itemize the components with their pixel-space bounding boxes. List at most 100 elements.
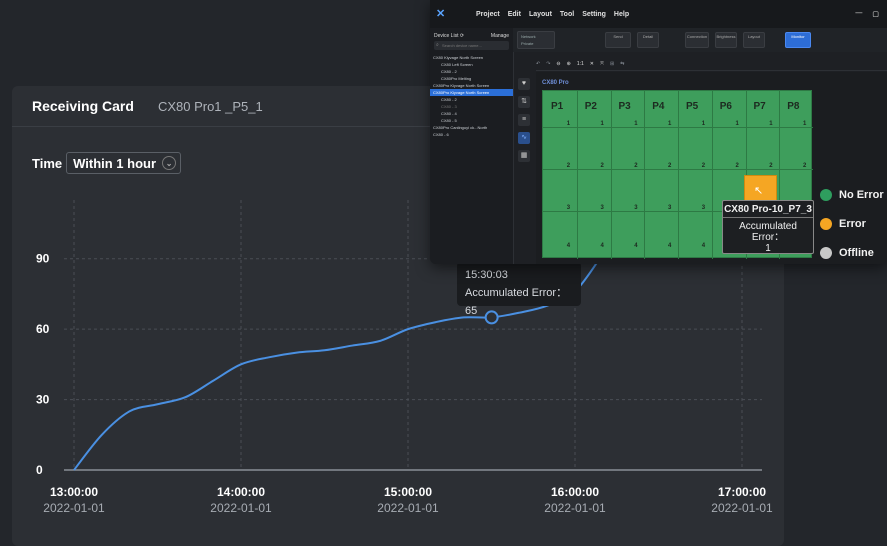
zoom-toolbar: ↶ ↷ ⊖ ⊕ 1:1 ✕ ⤧ ⊞ ⇆ (536, 58, 887, 71)
error-line-chart: 0 30 60 90 13:00:00 2022-01-01 14:00:00 2022-01… (36, 200, 773, 515)
grid-icon[interactable]: ▦ (518, 150, 530, 162)
cabinet-number: 2 (735, 163, 739, 169)
screen-canvas: CX80 Pro ↖ P1 P2 P3 P4 P5 P6 P7 P8 1 1 1 1 1 1 1 1 2 2 2 2 2… (536, 72, 887, 264)
error-cabinet-cell[interactable] (744, 175, 777, 201)
maximize-button[interactable]: ▢ (872, 11, 879, 18)
port-label: P7 (753, 101, 766, 112)
device-tree-item[interactable]: CX80 - 2 (441, 69, 457, 74)
device-tree-item[interactable]: CX80 - 2 (441, 97, 457, 102)
chart-tooltip: 15:30:03 Accumulated Error：65 (457, 262, 581, 317)
network-radio-group[interactable]: Network Private (517, 31, 555, 49)
device-tree: CX80 Kiyvage North Screen CX80 Left Scree… (430, 54, 513, 138)
brightness-button[interactable]: Brightness (715, 32, 737, 48)
legend-no-error: No Error (820, 180, 884, 209)
highlight-point (484, 310, 499, 325)
menu-edit[interactable]: Edit (507, 10, 521, 18)
cursor-icon: ↖ (754, 185, 764, 197)
cabinet-number: 1 (668, 121, 672, 127)
heart-icon[interactable]: ♥ (518, 78, 530, 90)
panel-header: Receiving Card CX80 Pro1 _P5_1 (12, 86, 784, 127)
cabinet-number: 4 (668, 243, 672, 249)
y-tick-label: 90 (36, 252, 50, 266)
cabinet-number: 2 (566, 163, 571, 169)
device-tree-item[interactable]: CX80 Left Screen (441, 62, 473, 67)
zoom-out-icon[interactable]: ⊖ (556, 61, 561, 67)
zoom-value[interactable]: 1:1 (576, 61, 584, 67)
detail-button[interactable]: Detail (637, 32, 659, 48)
cabinet-number: 1 (634, 121, 638, 127)
redo-icon[interactable]: ↷ (546, 61, 551, 67)
device-tree-item[interactable]: CX80 - 3 (441, 104, 457, 109)
device-tree-item[interactable]: CX80 - 6 (433, 132, 449, 137)
grid-divider (711, 91, 713, 259)
send-button[interactable]: Send (605, 32, 631, 48)
canvas-title: CX80 Pro (542, 80, 569, 86)
time-filter: Time Within 1 hour ⌄ (32, 152, 182, 174)
no-error-dot (820, 188, 832, 201)
device-search-input[interactable]: Search device name... (434, 41, 509, 50)
distribute-icon[interactable]: ⇆ (620, 61, 625, 67)
offline-dot (820, 246, 832, 259)
device-list-header: Device List ⟳ Manage (430, 28, 513, 41)
cabinet-number: 1 (803, 121, 807, 127)
undo-icon[interactable]: ↶ (536, 61, 541, 67)
main-toolbar: Network Private Send Detail Connection B… (513, 28, 887, 52)
chart-tooltip-time: 15:30:03 (465, 269, 508, 281)
chart-tooltip-value: Accumulated Error：65 (465, 287, 568, 317)
grid-divider (644, 91, 646, 259)
device-tree-item[interactable]: CX80Pro Kiyvage North Screen (433, 83, 490, 88)
chart-icon[interactable]: ∿ (518, 132, 530, 144)
device-tree-item[interactable]: CX80Pro Kiyvage North Screen (430, 89, 513, 96)
panel-title: Receiving Card (32, 98, 134, 114)
cabinet-number: 3 (668, 205, 672, 211)
refresh-icon: ⟳ (459, 33, 465, 39)
port-label: P2 (584, 101, 597, 112)
menu-setting[interactable]: Setting (582, 10, 606, 18)
status-legend: No Error Error Offline (820, 180, 884, 267)
y-tick-label: 0 (36, 463, 43, 477)
device-tree-item[interactable]: CX80Pro Melting (441, 76, 472, 81)
cabinet-number: 4 (701, 243, 706, 249)
error-tooltip-body: Accumulated Error： 1 (739, 221, 797, 254)
grid-divider (610, 91, 612, 259)
error-tooltip-title: CX80 Pro-10_P7_3 (723, 201, 813, 218)
app-logo-icon: ✕ (436, 8, 446, 20)
zoom-in-icon[interactable]: ⊕ (566, 61, 571, 67)
device-tree-item[interactable]: CX80 - 5 (441, 118, 457, 123)
expand-icon[interactable]: ⤧ (599, 61, 604, 67)
error-dot (820, 217, 832, 230)
x-tick-date: 2022-01-01 (210, 501, 272, 515)
cabinet-number: 3 (701, 205, 706, 211)
fit-icon[interactable]: ✕ (589, 61, 594, 67)
port-label: P8 (787, 101, 800, 112)
menu-project[interactable]: Project (476, 10, 500, 18)
minimize-button[interactable]: — (855, 10, 863, 17)
x-tick-time: 17:00:00 (718, 485, 766, 499)
menu-layout[interactable]: Layout (528, 10, 552, 18)
manage-button[interactable]: Manage (490, 33, 509, 39)
error-cabinet-tooltip: CX80 Pro-10_P7_3 Accumulated Error： 1 (722, 200, 814, 254)
series-line (73, 253, 604, 471)
monitor-button[interactable]: Monitor (785, 32, 811, 48)
time-range-select[interactable]: Within 1 hour ⌄ (66, 152, 182, 174)
cabinet-grid: ↖ P1P2P3P4P5P6P7P81111111122222222333333… (542, 90, 813, 259)
menu-help[interactable]: Help (613, 10, 630, 18)
settings-icon[interactable]: ≡ (518, 114, 530, 126)
cabinet-number: 2 (600, 163, 604, 169)
x-tick-time: 13:00:00 (50, 485, 98, 499)
device-tree-item[interactable]: CX80Pro Canlinguyi ck...North (433, 125, 488, 130)
sort-icon[interactable]: ⇅ (518, 96, 530, 108)
connection-button[interactable]: Connection (685, 32, 709, 48)
align-icon[interactable]: ⊞ (609, 61, 615, 67)
device-tree-item[interactable]: CX80 - 4 (441, 111, 457, 116)
chevron-down-icon: ⌄ (162, 156, 177, 170)
port-label: P1 (551, 101, 564, 112)
legend-error: Error (820, 209, 884, 238)
menu-tool[interactable]: Tool (559, 10, 575, 18)
x-tick-date: 2022-01-01 (711, 501, 773, 515)
x-tick-time: 15:00:00 (384, 485, 432, 499)
device-tree-item[interactable]: CX80 Kiyvage North Screen (433, 55, 484, 60)
layout-button[interactable]: Layout (743, 32, 765, 48)
x-tick-date: 2022-01-01 (544, 501, 606, 515)
y-tick-label: 30 (36, 393, 50, 407)
